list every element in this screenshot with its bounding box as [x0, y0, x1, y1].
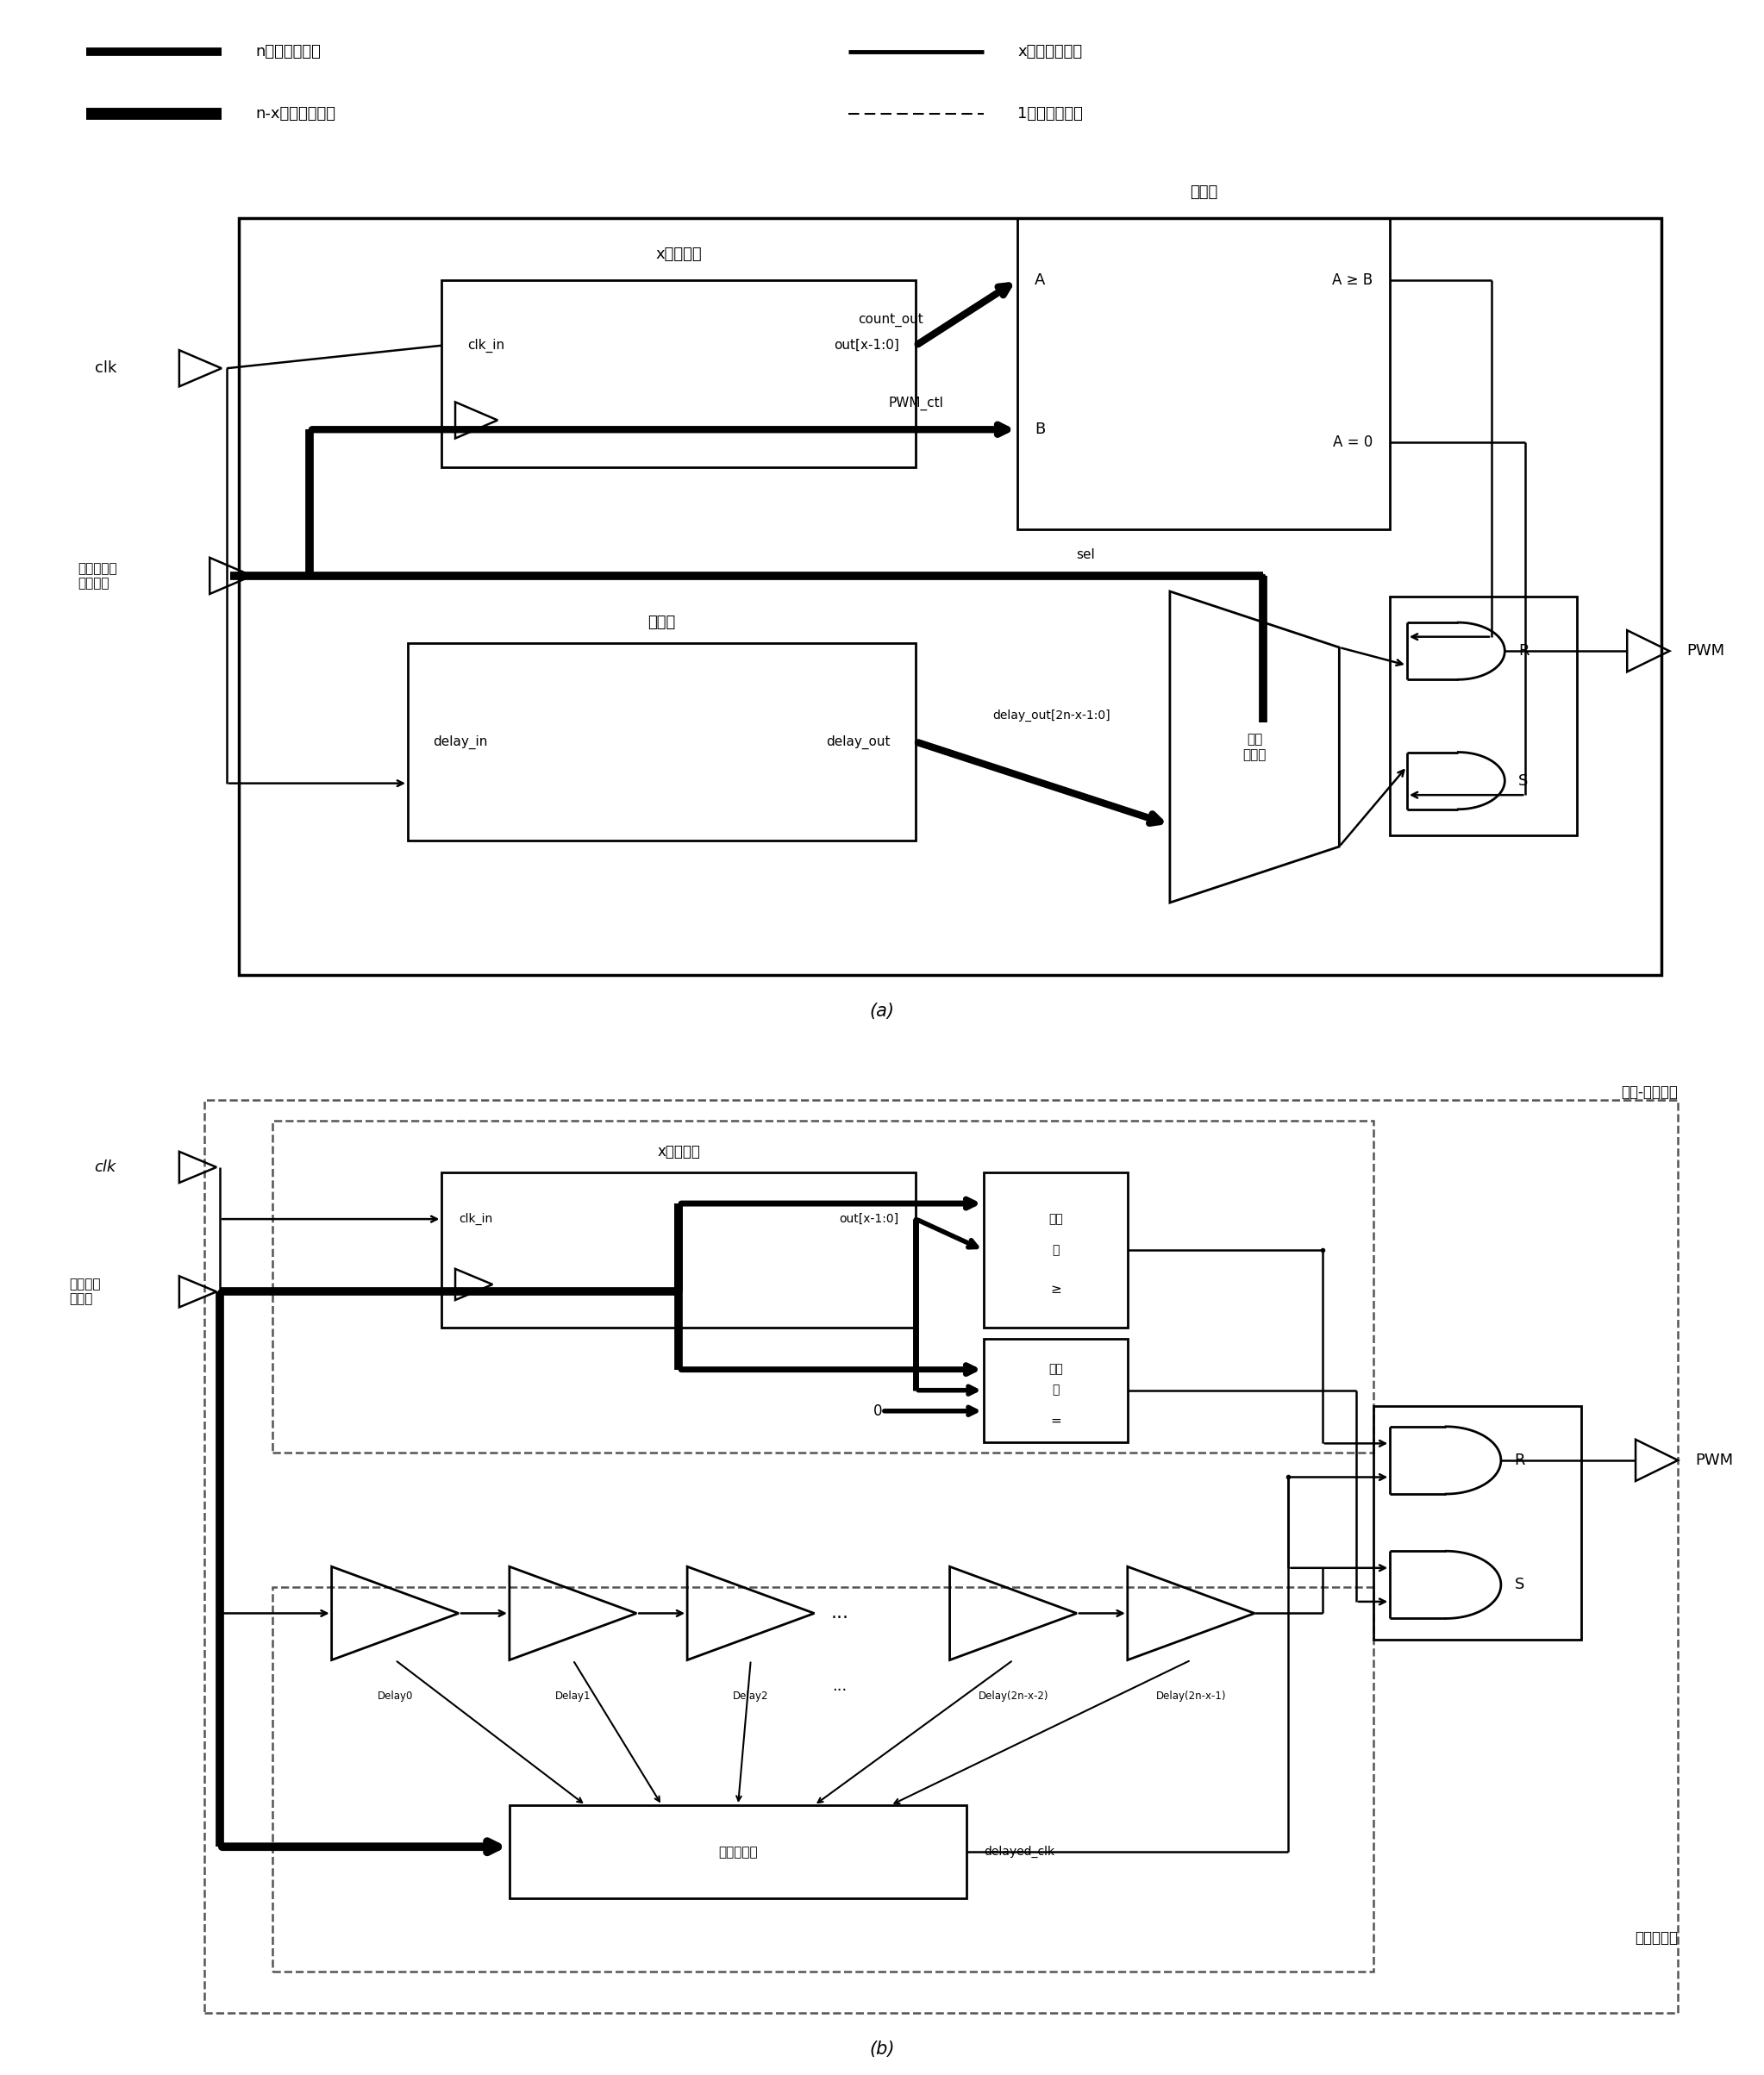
Text: 器: 器: [1051, 1245, 1058, 1255]
Text: Delay2: Delay2: [732, 1691, 769, 1702]
Text: PWM: PWM: [1695, 1452, 1732, 1467]
Text: n-x位数据信号线: n-x位数据信号线: [256, 106, 335, 122]
Text: 占空比控
制信号: 占空比控 制信号: [69, 1278, 101, 1305]
Bar: [510, 1805, 967, 1899]
Text: A = 0: A = 0: [1334, 434, 1372, 450]
Text: sel: sel: [1076, 548, 1095, 562]
Text: ...: ...: [831, 1604, 848, 1623]
Text: Delay(2n-x-2): Delay(2n-x-2): [977, 1691, 1048, 1702]
Text: R: R: [1515, 1452, 1526, 1467]
Text: 延时线: 延时线: [647, 614, 676, 631]
Text: 比较: 比较: [1048, 1214, 1062, 1224]
Bar: [407, 643, 916, 840]
Text: 比较器: 比较器: [1191, 185, 1217, 199]
Bar: [205, 1100, 1678, 2013]
Bar: [984, 1338, 1127, 1442]
Bar: [272, 1587, 1372, 1971]
Text: =: =: [1050, 1415, 1062, 1428]
Text: (b): (b): [870, 2040, 894, 2058]
Bar: [1018, 218, 1390, 529]
Text: x位计数器: x位计数器: [656, 247, 702, 261]
Text: R: R: [1519, 643, 1529, 658]
Text: 1位数据信号线: 1位数据信号线: [1018, 106, 1083, 122]
Text: x位计数器: x位计数器: [658, 1143, 700, 1160]
Text: clk: clk: [95, 361, 116, 376]
Text: ...: ...: [833, 1679, 847, 1693]
Bar: [272, 1120, 1372, 1452]
Text: 0: 0: [873, 1403, 882, 1419]
Text: delay_in: delay_in: [434, 735, 489, 749]
Text: n位数据信号线: n位数据信号线: [256, 44, 321, 60]
Bar: [1372, 1407, 1581, 1639]
Text: 比较: 比较: [1048, 1363, 1062, 1376]
Text: Delay(2n-x-1): Delay(2n-x-1): [1155, 1691, 1226, 1702]
Text: x位数据信号线: x位数据信号线: [1018, 44, 1083, 60]
Text: 多路选择器: 多路选择器: [718, 1845, 759, 1859]
Text: PWM: PWM: [1686, 643, 1725, 658]
Text: out[x-1:0]: out[x-1:0]: [840, 1214, 900, 1224]
Text: S: S: [1519, 774, 1528, 788]
Text: out[x-1:0]: out[x-1:0]: [834, 338, 900, 353]
Text: 延迟线电路: 延迟线电路: [1635, 1930, 1678, 1944]
Text: 器: 器: [1051, 1384, 1058, 1396]
Bar: [441, 1172, 916, 1328]
Text: delay_out: delay_out: [826, 735, 891, 749]
Text: A: A: [1034, 272, 1044, 288]
Text: clk_in: clk_in: [467, 338, 505, 353]
Text: 计数-比较电路: 计数-比较电路: [1621, 1083, 1678, 1100]
Text: S: S: [1515, 1577, 1524, 1592]
Bar: [441, 280, 916, 467]
Text: delay_out[2n-x-1:0]: delay_out[2n-x-1:0]: [993, 710, 1110, 722]
Text: PWM_ctl: PWM_ctl: [889, 396, 944, 411]
Bar: [984, 1172, 1127, 1328]
Text: delayed_clk: delayed_clk: [984, 1847, 1055, 1857]
Text: count_out: count_out: [857, 313, 923, 326]
Text: ≥: ≥: [1050, 1282, 1062, 1295]
Bar: [1390, 598, 1577, 836]
Text: clk_in: clk_in: [459, 1214, 492, 1224]
Text: Delay1: Delay1: [556, 1691, 591, 1702]
Text: B: B: [1034, 421, 1044, 438]
Text: A ≥ B: A ≥ B: [1332, 272, 1372, 288]
Text: 占空比大小
控制信号: 占空比大小 控制信号: [78, 562, 116, 589]
Text: Delay0: Delay0: [377, 1691, 413, 1702]
Text: (a): (a): [870, 1002, 894, 1021]
Text: 多路
选择器: 多路 选择器: [1244, 732, 1267, 762]
Bar: [238, 218, 1662, 975]
Text: clk: clk: [95, 1160, 116, 1174]
